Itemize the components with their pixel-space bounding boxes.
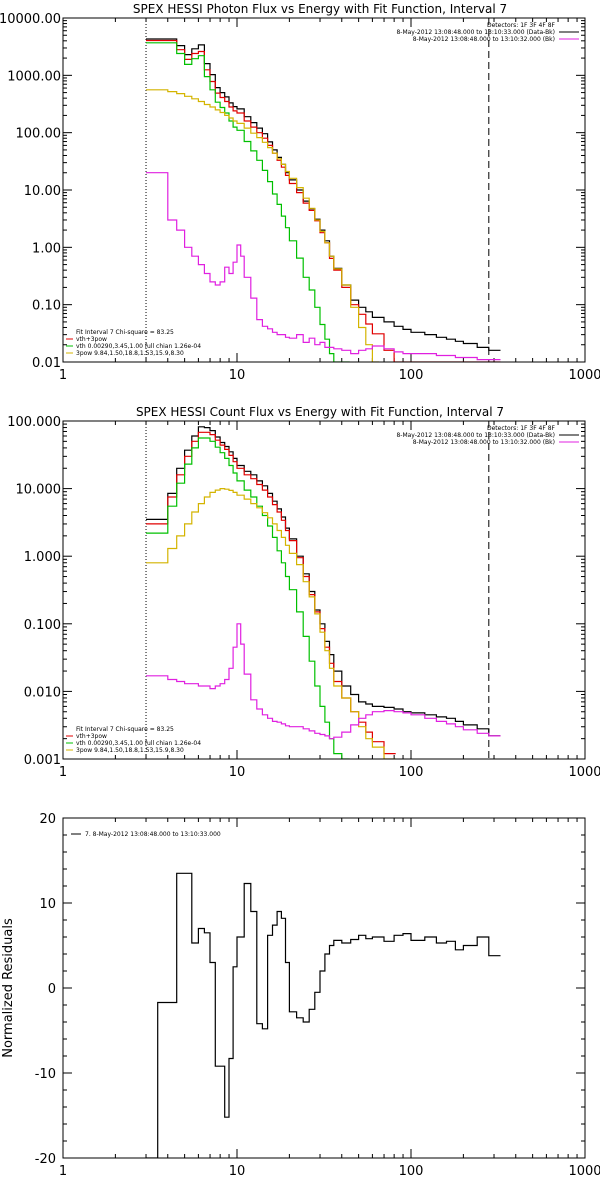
legend-bottom-left-entry: 3pow 9.84,1.50,18.8,1.53,15.9,8.30	[76, 350, 184, 357]
legend-bottom-left-entry: Fit Interval 7 Chi-square = 83.25	[76, 329, 174, 336]
chart-title: SPEX HESSI Count Flux vs Energy with Fit…	[136, 405, 504, 419]
legend-top-left-entry: 7. 8-May-2012 13:08:48.000 to 13:10:33.0…	[85, 831, 221, 838]
y-tick-label: 1000.00	[7, 69, 61, 84]
series-line-4	[146, 623, 501, 740]
legend-top-right-entry: 8-May-2012 13:08:48.000 to 13:10:33.000 …	[396, 29, 555, 36]
y-tick-label: 0	[48, 982, 56, 997]
legend-bottom-left-entry: 3pow 9.84,1.50,18.8,1.53,15.9,8.30	[76, 747, 184, 754]
series-line-1	[146, 39, 501, 362]
y-tick-label: 1.000	[24, 550, 61, 565]
y-tick-label: 10.00	[24, 184, 61, 199]
count-flux-panel: SPEX HESSI Count Flux vs Energy with Fit…	[7, 405, 600, 780]
x-tick-label: 10	[229, 368, 246, 383]
x-tick-label: 1	[59, 1164, 67, 1179]
x-tick-label: 100	[399, 368, 424, 383]
series-line-2	[146, 42, 350, 362]
x-tick-label: 10	[229, 1164, 246, 1179]
legend-top-right-entry: Detectors: 1F 3F 4F 8F	[487, 22, 556, 29]
legend-bottom-left-entry: vth 0.00290,3.45,1.00 full chian 1.26e-0…	[76, 740, 201, 747]
legend-top-right-entry: 8-May-2012 13:08:48.000 to 13:10:32.000 …	[413, 439, 555, 446]
y-tick-label: 0.010	[24, 685, 61, 700]
series-group	[146, 426, 501, 759]
x-tick-label: 100	[399, 1164, 424, 1179]
chart-title: SPEX HESSI Photon Flux vs Energy with Fi…	[133, 2, 507, 16]
series-line-0	[146, 872, 501, 1158]
y-tick-label: 0.10	[32, 299, 61, 314]
photon-flux-panel: SPEX HESSI Photon Flux vs Energy with Fi…	[0, 2, 600, 383]
legend-bottom-left-entry: vth 0.00290,3.45,1.00 full chian 1.26e-0…	[76, 343, 201, 350]
x-tick-label: 1000	[568, 368, 600, 383]
x-tick-label: 1000	[568, 765, 600, 780]
y-tick-label: 1.00	[32, 241, 61, 256]
y-tick-label: -10	[35, 1067, 56, 1082]
series-line-4	[146, 172, 501, 361]
plot-frame	[62, 420, 586, 760]
series-line-0	[146, 38, 501, 351]
residuals-panel: 1 10 100 1000 -20 -10 0 10 20 Normalized Residual…	[1, 812, 600, 1179]
x-tick-label: 1	[59, 765, 67, 780]
x-tick-label: 10	[229, 765, 246, 780]
series-group	[146, 872, 501, 1158]
plot-frame	[62, 17, 586, 363]
legend-bottom-left-entry: vth+3pow	[76, 336, 107, 343]
y-tick-label: 0.001	[24, 753, 61, 768]
plot-frame	[62, 817, 586, 1159]
x-tick-label: 1000	[568, 1164, 600, 1179]
series-line-0	[146, 426, 501, 737]
y-tick-label: 20	[39, 812, 56, 827]
series-line-2	[146, 437, 350, 759]
y-tick-label: 0.01	[32, 356, 61, 371]
y-tick-label: -20	[35, 1152, 56, 1167]
legend-top-right-entry: Detectors: 1F 3F 4F 8F	[487, 425, 556, 432]
legend-bottom-left-entry: Fit Interval 7 Chi-square = 83.25	[76, 726, 174, 733]
legend-top-right-entry: 8-May-2012 13:08:48.000 to 13:10:32.000 …	[413, 36, 555, 43]
series-group	[146, 38, 501, 362]
y-tick-label: 100.000	[7, 415, 61, 430]
series-line-3	[146, 89, 379, 362]
y-tick-label: 0.100	[24, 618, 61, 633]
x-tick-label: 100	[399, 765, 424, 780]
y-tick-label: 10000.00	[0, 12, 61, 27]
series-line-1	[146, 431, 396, 755]
y-tick-label: 10.000	[16, 483, 62, 498]
x-tick-label: 1	[59, 368, 67, 383]
y-tick-label: 10	[39, 897, 56, 912]
y-tick-label: 100.00	[16, 127, 62, 142]
legend-bottom-left-entry: vth+3pow	[76, 733, 107, 740]
y-axis-label: Normalized Residuals	[1, 918, 16, 1058]
series-line-3	[146, 488, 396, 759]
legend-top-right-entry: 8-May-2012 13:08:48.000 to 13:10:33.000 …	[396, 432, 555, 439]
